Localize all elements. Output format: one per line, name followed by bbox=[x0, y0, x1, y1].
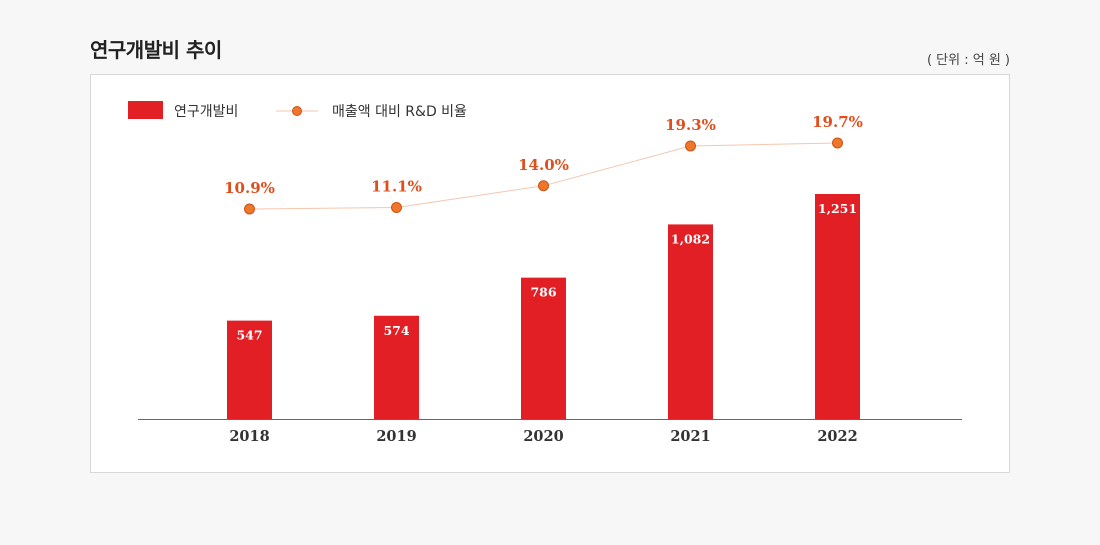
ratio-label-2022: 19.7% bbox=[812, 113, 863, 131]
page-title: 연구개발비 추이 bbox=[90, 38, 222, 62]
ratio-marker-2018 bbox=[244, 203, 255, 215]
ratio-label-2021: 19.3% bbox=[665, 116, 716, 134]
ratio-markers bbox=[244, 137, 843, 215]
x-tick-labels: 2018 2019 2020 2021 2022 bbox=[229, 428, 857, 445]
bar-label-2022: 1,251 bbox=[818, 201, 857, 216]
ratio-label-2020: 14.0% bbox=[518, 156, 569, 174]
bar-label-2019: 574 bbox=[383, 323, 409, 338]
ratio-marker-2022 bbox=[832, 137, 843, 149]
unit-label: ( 단위 : 억 원 ) bbox=[926, 53, 1010, 68]
ratio-marker-2020 bbox=[538, 180, 549, 192]
bar-label-2020: 786 bbox=[530, 285, 556, 300]
x-tick-2018: 2018 bbox=[229, 428, 269, 445]
legend-line-label: 매출액 대비 R&D 비율 bbox=[332, 104, 467, 120]
legend-line-marker bbox=[292, 106, 302, 116]
ratio-value-labels: 10.9% 11.1% 14.0% 19.3% 19.7% bbox=[224, 113, 863, 197]
x-tick-2021: 2021 bbox=[670, 428, 710, 445]
bar-label-2021: 1,082 bbox=[671, 231, 710, 246]
bar-series bbox=[227, 194, 860, 419]
bar-value-labels: 547 574 786 1,082 1,251 bbox=[236, 201, 857, 343]
x-tick-2020: 2020 bbox=[523, 428, 563, 445]
bar-2021 bbox=[668, 224, 713, 419]
ratio-marker-2021 bbox=[685, 140, 696, 152]
ratio-label-2019: 11.1% bbox=[371, 178, 422, 196]
bar-label-2018: 547 bbox=[236, 328, 262, 343]
bar-2022 bbox=[815, 194, 860, 419]
legend: 연구개발비 매출액 대비 R&D 비율 bbox=[128, 101, 467, 120]
bar-2019 bbox=[374, 315, 419, 419]
ratio-label-2018: 10.9% bbox=[224, 179, 275, 197]
legend-bar-label: 연구개발비 bbox=[174, 104, 238, 120]
bar-2018 bbox=[227, 320, 272, 419]
x-tick-2022: 2022 bbox=[817, 428, 857, 445]
bar-2020 bbox=[521, 277, 566, 419]
legend-bar-swatch bbox=[128, 101, 163, 119]
x-tick-2019: 2019 bbox=[376, 428, 416, 445]
ratio-marker-2019 bbox=[391, 202, 402, 213]
